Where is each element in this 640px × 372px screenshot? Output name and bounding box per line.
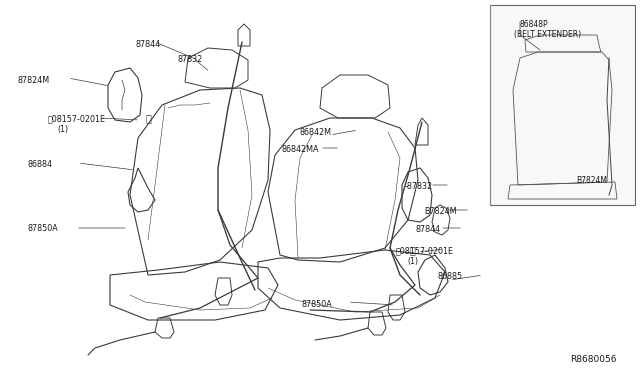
Text: 87832: 87832 [178,55,204,64]
Text: 87850A: 87850A [28,224,59,233]
Text: 86884: 86884 [28,160,53,169]
Text: Ⓒ: Ⓒ [409,245,415,255]
Bar [490,5,635,205]
Text: 86848P: 86848P [520,20,548,29]
Text: 86885: 86885 [437,272,462,281]
Text: 〈08157-0201E: 〈08157-0201E [48,114,106,123]
Text: 87844: 87844 [416,225,441,234]
Text: -87832: -87832 [405,182,433,191]
Text: Ⓒ: Ⓒ [145,113,151,123]
Text: (BELT EXTENDER): (BELT EXTENDER) [514,30,581,39]
Text: R8680056: R8680056 [570,355,616,364]
Text: 87850A: 87850A [302,300,333,309]
Text: 86842M: 86842M [300,128,332,137]
Text: (1): (1) [407,257,418,266]
Text: (1): (1) [57,125,68,134]
Text: B7824M: B7824M [424,207,456,216]
Text: 87824M: 87824M [18,76,50,85]
Text: 〈08157-0201E: 〈08157-0201E [396,246,454,255]
Text: 86842MA: 86842MA [282,145,319,154]
Text: B7824M: B7824M [576,176,607,185]
Text: 87844: 87844 [135,40,160,49]
